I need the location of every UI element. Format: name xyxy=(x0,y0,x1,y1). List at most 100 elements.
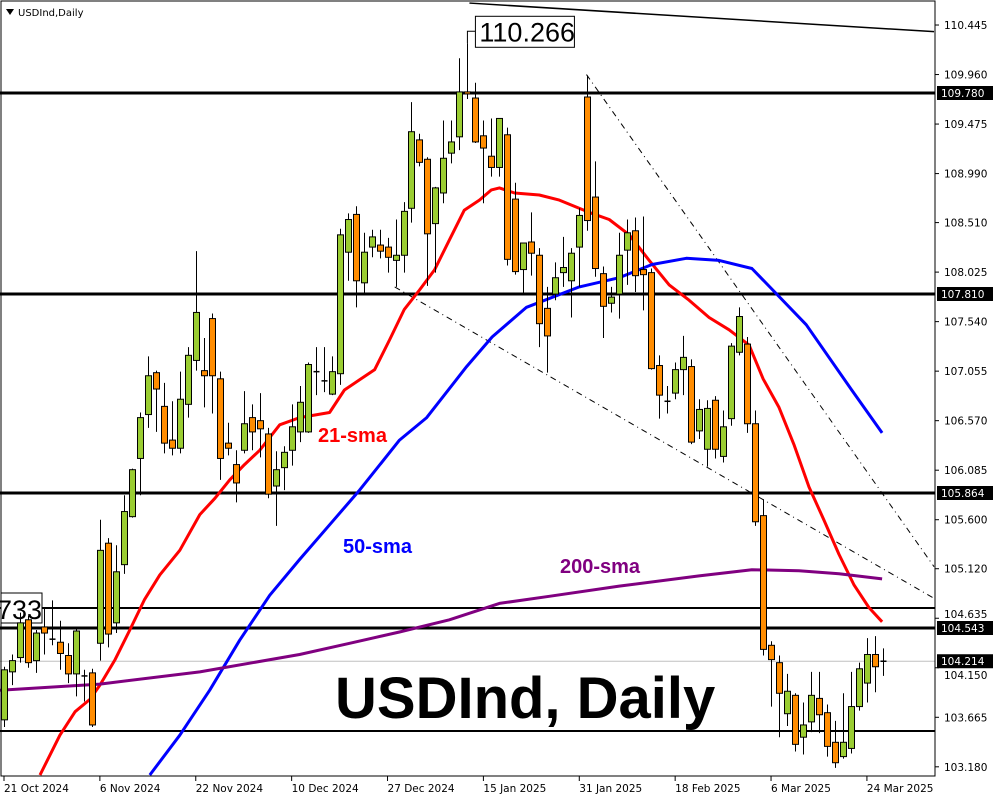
candle xyxy=(632,217,639,293)
peak-leader-line xyxy=(466,30,476,44)
candle xyxy=(680,335,687,396)
candle-body xyxy=(17,622,24,659)
sma21-label: 21-sma xyxy=(318,425,388,447)
candle xyxy=(752,410,759,526)
level-price-tag xyxy=(937,86,993,100)
candle-body xyxy=(712,399,719,450)
candle-body xyxy=(496,117,503,168)
time-tick-label: 27 Dec 2024 xyxy=(388,783,455,795)
candle-body xyxy=(848,706,855,749)
candle xyxy=(297,385,304,443)
candle-body xyxy=(161,405,168,444)
level-price-label: 107.810 xyxy=(941,289,984,301)
candle xyxy=(153,370,160,432)
candle-body xyxy=(760,515,767,650)
candle xyxy=(377,229,384,259)
candle-body xyxy=(824,712,831,747)
candle-body xyxy=(345,219,352,253)
candle-body xyxy=(273,469,280,487)
candle xyxy=(161,382,168,454)
candle xyxy=(49,600,56,646)
candle xyxy=(432,186,439,273)
plot-frame xyxy=(0,0,936,777)
trendline-dashdot xyxy=(586,74,935,567)
candle-body xyxy=(89,672,96,726)
candle xyxy=(169,401,176,456)
candle xyxy=(600,266,607,338)
time-tick-label: 18 Feb 2025 xyxy=(675,783,740,795)
candle-body xyxy=(456,91,463,138)
level-left-tag xyxy=(0,592,43,624)
candle xyxy=(25,615,32,668)
candle-body xyxy=(353,213,360,282)
candle xyxy=(321,347,328,393)
candle-body xyxy=(632,230,639,277)
candle-body xyxy=(704,407,711,450)
price-tick-label: 109.475 xyxy=(944,119,987,131)
candle-body xyxy=(169,439,176,449)
candle xyxy=(424,157,431,286)
candle xyxy=(408,102,415,223)
candle-body xyxy=(672,369,679,394)
candle xyxy=(17,612,24,663)
level-price-label: 104.543 xyxy=(941,623,984,635)
current-price-label: 104.214 xyxy=(941,656,985,668)
candle-body xyxy=(113,571,120,624)
candle xyxy=(265,427,272,499)
candle xyxy=(856,662,863,711)
candle xyxy=(576,208,583,287)
candle-body xyxy=(472,97,479,143)
candle xyxy=(456,58,463,151)
candle-body xyxy=(305,364,312,433)
candle xyxy=(536,248,543,348)
candle-body xyxy=(640,269,647,276)
candle xyxy=(113,545,120,634)
sma-line-21-sma xyxy=(38,186,884,776)
collapse-triangle-icon[interactable] xyxy=(6,9,14,15)
candle xyxy=(512,182,519,275)
candle-body xyxy=(616,254,623,295)
candle-body xyxy=(249,417,256,433)
candle xyxy=(608,286,615,313)
candle xyxy=(401,202,408,273)
candle xyxy=(688,359,695,445)
candle xyxy=(744,336,751,433)
candle xyxy=(664,385,671,414)
candle-body xyxy=(432,187,439,225)
candle xyxy=(800,702,807,755)
candle-body xyxy=(736,316,743,353)
candle-body xyxy=(369,236,376,248)
candle-body xyxy=(464,91,471,95)
time-tick-label: 24 Mar 2025 xyxy=(867,783,934,795)
candle xyxy=(840,693,847,759)
price-tick-label: 107.540 xyxy=(944,317,987,329)
candle xyxy=(808,671,815,733)
annotations: 21-sma 50-sma 200-sma USDInd, Daily 110.… xyxy=(318,15,715,731)
candle xyxy=(592,161,599,277)
price-tick-label: 104.635 xyxy=(944,609,987,621)
candle-body xyxy=(504,134,511,260)
candle-body xyxy=(177,398,184,449)
price-tick-label: 106.085 xyxy=(944,465,987,477)
candle-body xyxy=(385,246,392,258)
candle-body xyxy=(97,549,104,644)
candle-body xyxy=(568,252,575,282)
level-price-tag xyxy=(937,287,993,301)
candle-body xyxy=(297,401,304,433)
candle xyxy=(257,393,264,458)
candle xyxy=(760,499,767,656)
time-tick-label: 21 Oct 2024 xyxy=(4,783,69,795)
candles xyxy=(1,43,887,768)
price-tick-label: 108.025 xyxy=(944,267,987,279)
candle-body xyxy=(25,619,32,664)
candle xyxy=(281,446,288,491)
time-tick-label: 6 Mar 2025 xyxy=(771,783,831,795)
candle xyxy=(792,693,799,752)
candle xyxy=(472,82,479,143)
price-axis: 109.780 107.810 105.864 104.543 104.214 110.4… xyxy=(935,20,993,774)
peak-label-box xyxy=(474,15,575,48)
candle-body xyxy=(784,690,791,715)
candle xyxy=(656,355,663,419)
candle xyxy=(185,347,192,418)
